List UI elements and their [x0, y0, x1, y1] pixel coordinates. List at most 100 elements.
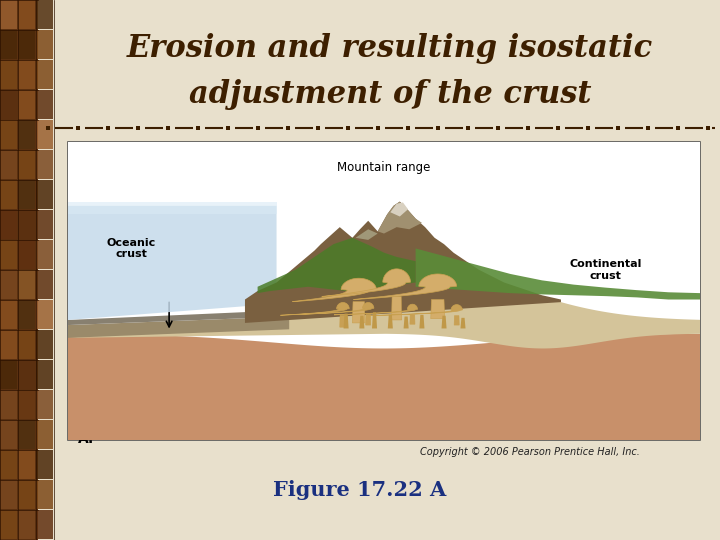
Polygon shape [300, 302, 374, 314]
Text: Mountain range: Mountain range [337, 161, 431, 174]
Bar [36, 270, 53, 299]
Bar [18, 120, 35, 149]
Polygon shape [404, 316, 409, 328]
Polygon shape [390, 202, 408, 217]
Bar [18, 240, 35, 269]
Bar [18, 90, 35, 119]
Bar [0, 330, 17, 359]
Text: Erosion and resulting isostatic: Erosion and resulting isostatic [127, 32, 653, 64]
Bar [18, 300, 35, 329]
Polygon shape [258, 238, 415, 302]
Polygon shape [68, 206, 276, 320]
Polygon shape [343, 314, 348, 328]
Bar [706, 126, 710, 130]
Polygon shape [356, 230, 378, 240]
Text: Continental
crust: Continental crust [569, 259, 642, 280]
Bar [676, 126, 680, 130]
Polygon shape [419, 315, 425, 328]
Polygon shape [410, 315, 415, 324]
Bar [346, 126, 350, 130]
Bar [36, 240, 53, 269]
Bar [0, 270, 17, 299]
Polygon shape [68, 316, 289, 338]
Bar [0, 30, 17, 59]
Polygon shape [431, 300, 445, 319]
Bar [36, 390, 53, 419]
Polygon shape [245, 201, 561, 323]
Bar [36, 60, 53, 89]
Bar [18, 60, 35, 89]
Bar [18, 510, 35, 539]
Bar [0, 510, 17, 539]
Bar [646, 126, 650, 130]
Polygon shape [68, 334, 700, 440]
Bar [18, 390, 35, 419]
Polygon shape [372, 312, 377, 328]
Bar [18, 270, 35, 299]
Bar [136, 126, 140, 130]
Bar [36, 510, 53, 539]
Bar [0, 120, 17, 149]
Polygon shape [340, 315, 346, 327]
Bar [18, 420, 35, 449]
Bar [76, 126, 80, 130]
Bar [36, 210, 53, 239]
Bar [36, 300, 53, 329]
Bar [406, 126, 410, 130]
Polygon shape [322, 269, 410, 296]
Bar [18, 330, 35, 359]
Polygon shape [368, 305, 462, 316]
Bar [226, 126, 230, 130]
Bar [36, 90, 53, 119]
Bar [36, 0, 53, 29]
Text: Copyright © 2006 Pearson Prentice Hall, Inc.: Copyright © 2006 Pearson Prentice Hall, … [420, 447, 640, 457]
Bar [68, 142, 700, 440]
Bar [286, 126, 290, 130]
Polygon shape [441, 316, 446, 328]
Polygon shape [461, 318, 466, 328]
Bar [0, 0, 38, 540]
Bar [556, 126, 560, 130]
Bar [36, 30, 53, 59]
Bar [0, 390, 17, 419]
Bar [0, 60, 17, 89]
Bar [46, 126, 50, 130]
Bar [18, 30, 35, 59]
Bar [36, 360, 53, 389]
Bar [526, 126, 530, 130]
Bar [616, 126, 620, 130]
Polygon shape [454, 316, 459, 325]
Bar [36, 120, 53, 149]
Bar [36, 180, 53, 209]
Bar [436, 126, 440, 130]
Polygon shape [292, 278, 377, 302]
Bar [166, 126, 170, 130]
Polygon shape [68, 310, 289, 325]
Text: Figure 17.22 A: Figure 17.22 A [274, 480, 446, 500]
Text: A.: A. [78, 432, 94, 446]
Bar [496, 126, 500, 130]
Text: Oceanic
crust: Oceanic crust [107, 238, 156, 259]
Polygon shape [334, 304, 418, 315]
Bar [68, 201, 276, 214]
Bar [36, 480, 53, 509]
Polygon shape [388, 315, 393, 328]
Bar [18, 360, 35, 389]
Bar [36, 420, 53, 449]
Bar [196, 126, 200, 130]
Bar [18, 0, 35, 29]
Bar [18, 450, 35, 479]
Bar [36, 330, 53, 359]
Polygon shape [392, 296, 402, 320]
Bar [106, 126, 110, 130]
Polygon shape [415, 248, 700, 318]
Bar [0, 90, 17, 119]
Bar [18, 480, 35, 509]
Polygon shape [352, 302, 365, 323]
Polygon shape [68, 257, 700, 348]
Bar [316, 126, 320, 130]
Bar [0, 300, 17, 329]
Bar [0, 450, 17, 479]
Bar [18, 180, 35, 209]
Bar [0, 150, 17, 179]
